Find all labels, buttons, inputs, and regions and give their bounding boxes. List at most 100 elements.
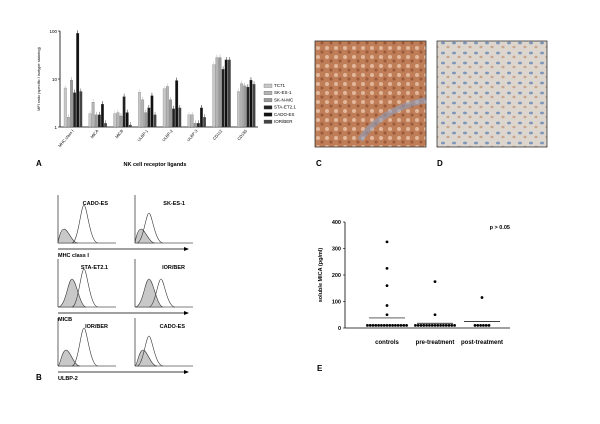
data-point	[447, 323, 451, 327]
y-tick-label: 10	[52, 77, 58, 82]
data-point	[433, 323, 437, 327]
isotype-histogram	[134, 278, 164, 308]
y-tick-label: 1	[54, 125, 57, 130]
bar	[166, 86, 169, 128]
legend-label: SK-ES-1	[274, 90, 292, 95]
bar	[196, 123, 200, 128]
specific-histogram	[148, 278, 176, 308]
legend-swatch	[263, 91, 273, 95]
bar	[252, 84, 256, 128]
bar	[94, 114, 98, 128]
category-label: post-treatment	[461, 340, 503, 346]
legend-label: IOR/BER	[274, 119, 293, 124]
histogram-marker-label: MICB	[58, 317, 72, 323]
specific-histogram	[71, 204, 99, 244]
data-point	[479, 323, 482, 327]
panel-cd-micrographs: C D	[314, 40, 548, 168]
histogram-marker-label: MHC class I	[58, 253, 89, 259]
y-tick-label: 0	[338, 326, 341, 332]
legend-swatch	[263, 119, 273, 124]
data-point	[382, 323, 386, 327]
bar	[215, 57, 219, 128]
bar	[249, 79, 253, 128]
specific-histogram	[136, 335, 164, 367]
category-label: MICA	[89, 128, 99, 139]
category-label: CD112	[212, 128, 224, 141]
bar	[212, 64, 216, 128]
data-point	[405, 323, 408, 327]
x-axis-label: NK cell receptor ligands	[124, 162, 187, 168]
bar	[128, 124, 132, 128]
bar	[190, 114, 194, 128]
bar	[224, 59, 228, 128]
data-point	[391, 323, 394, 327]
data-point	[487, 323, 491, 327]
y-tick-label: 400	[332, 220, 341, 226]
bar	[144, 112, 148, 128]
data-point	[377, 323, 380, 327]
arrowhead-icon	[184, 311, 189, 315]
micrograph-d	[436, 40, 548, 148]
bar	[91, 102, 95, 128]
legend-swatch	[263, 98, 273, 103]
data-point	[371, 323, 375, 327]
legend-swatch	[263, 105, 273, 110]
y-tick-label: 300	[332, 247, 341, 253]
y-axis-label: MFI ratio (specific / isotype staining)	[36, 46, 41, 110]
isotype-histogram	[57, 349, 81, 367]
bar	[147, 107, 151, 128]
category-label: ULBP-3	[186, 128, 199, 143]
data-point	[476, 323, 480, 327]
data-point	[425, 323, 428, 327]
category-label: MHC class I	[57, 128, 75, 148]
bar	[138, 92, 141, 128]
bar	[104, 123, 107, 128]
data-point	[419, 323, 423, 327]
bar	[116, 112, 120, 128]
bar	[119, 115, 123, 128]
data-point	[482, 323, 485, 327]
legend-swatch	[263, 112, 273, 117]
bar	[97, 114, 101, 128]
panel-label-c: C	[316, 159, 322, 168]
specific-histogram	[71, 268, 99, 308]
bar	[175, 80, 179, 128]
data-point	[385, 323, 389, 327]
data-point	[416, 323, 420, 327]
bar	[66, 117, 70, 128]
histogram-cell-line-label: IOR/BER	[85, 324, 108, 330]
bar	[125, 112, 129, 128]
histogram-cell-line-label: SK-ES-1	[163, 201, 185, 207]
data-point	[385, 313, 389, 317]
data-point	[436, 323, 440, 327]
data-point	[414, 323, 417, 327]
isotype-histogram	[57, 228, 79, 244]
data-point	[402, 323, 406, 327]
data-point	[399, 323, 403, 327]
data-point	[444, 323, 448, 327]
histogram-marker-label: ULBP-2	[58, 376, 78, 382]
arrowhead-icon	[184, 370, 189, 374]
category-label: controls	[375, 340, 399, 346]
specific-histogram	[71, 327, 99, 367]
data-point	[385, 240, 389, 244]
data-point	[473, 323, 477, 327]
data-point	[433, 313, 437, 317]
y-tick-label: 200	[332, 273, 341, 279]
category-label: CD155	[236, 128, 248, 141]
data-point	[442, 323, 445, 327]
isotype-histogram	[57, 278, 87, 308]
panel-a-bar-chart: 1 10 100 MFI ratio (specific / isotype stai…	[36, 29, 296, 168]
legend-label: TC71	[274, 83, 286, 88]
data-point	[480, 296, 484, 299]
y-tick-label: 100	[332, 300, 341, 306]
bar	[76, 33, 80, 128]
bar	[153, 114, 157, 128]
histogram-cell-line-label: CADO-ES	[83, 201, 109, 207]
histogram-cell-line-label: STA-ET2.1	[81, 265, 108, 271]
legend-label: SK-N-MC	[274, 97, 294, 102]
data-point	[374, 323, 378, 327]
arrowhead-icon	[184, 247, 189, 251]
data-point	[368, 323, 372, 327]
